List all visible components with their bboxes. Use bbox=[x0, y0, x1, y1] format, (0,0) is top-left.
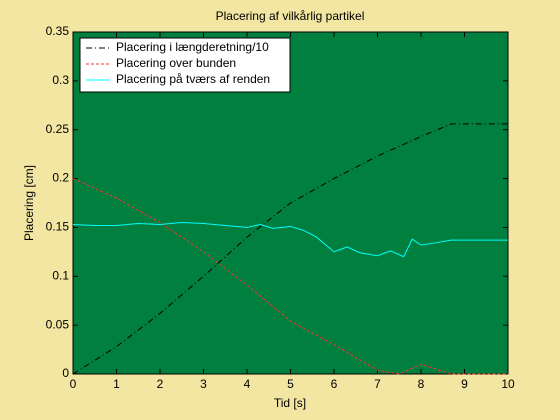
legend: Placering i længderetning/10 Placering ov… bbox=[79, 37, 291, 93]
x-tick-label: 0 bbox=[70, 377, 77, 391]
x-tick-label: 7 bbox=[374, 377, 381, 391]
x-tick-label: 6 bbox=[331, 377, 338, 391]
y-tick-label: 0 bbox=[62, 366, 69, 380]
x-tick-label: 3 bbox=[200, 377, 207, 391]
x-tick-label: 10 bbox=[501, 377, 515, 391]
legend-box bbox=[79, 37, 291, 93]
legend-label: Placering på tværs af renden bbox=[116, 72, 270, 86]
y-tick-label: 0.3 bbox=[52, 73, 69, 87]
x-tick-label: 8 bbox=[418, 377, 425, 391]
legend-label: Placering i længderetning/10 bbox=[116, 40, 269, 54]
x-tick-label: 5 bbox=[287, 377, 294, 391]
y-tick-label: 0.2 bbox=[52, 171, 69, 185]
series-line bbox=[72, 123, 508, 375]
y-tick-label: 0.35 bbox=[46, 24, 70, 38]
series-line bbox=[72, 222, 508, 258]
y-tick-label: 0.1 bbox=[52, 268, 69, 282]
x-tick-label: 1 bbox=[113, 377, 120, 391]
y-axis-label: Placering [cm] bbox=[22, 165, 36, 241]
chart-title: Placering af vilkårlig partikel bbox=[216, 9, 365, 23]
y-tick-label: 0.05 bbox=[46, 317, 70, 331]
y-tick-label: 0.15 bbox=[46, 220, 70, 234]
x-axis-label: Tid [s] bbox=[274, 396, 306, 410]
x-tick-label: 4 bbox=[244, 377, 251, 391]
legend-label: Placering over bunden bbox=[116, 56, 236, 70]
series-line bbox=[72, 178, 508, 375]
y-tick-label: 0.25 bbox=[46, 122, 70, 136]
x-tick-label: 9 bbox=[461, 377, 468, 391]
x-tick-label: 2 bbox=[157, 377, 164, 391]
